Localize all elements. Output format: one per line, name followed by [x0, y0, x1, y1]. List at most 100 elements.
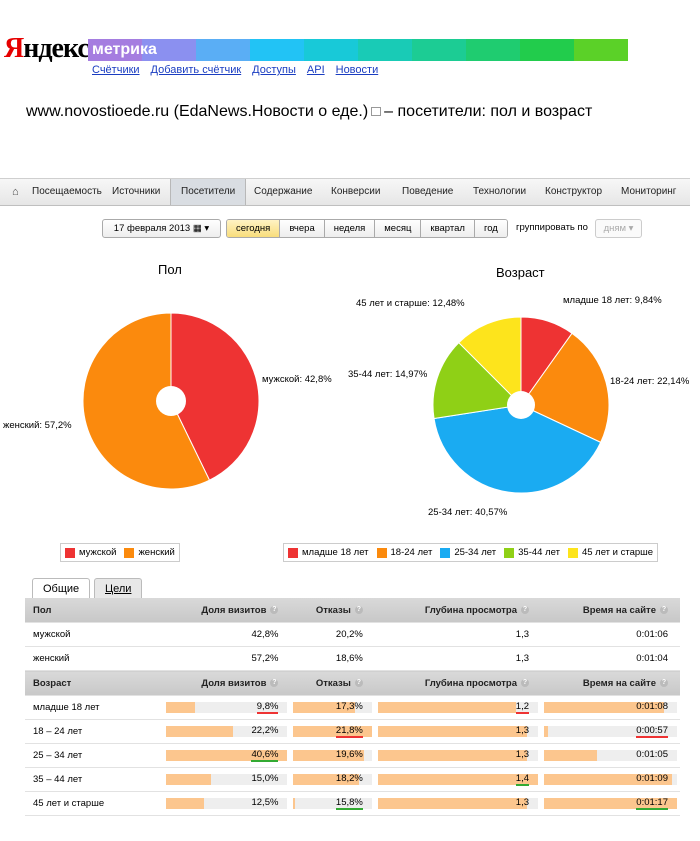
period-yesterday[interactable]: вчера: [280, 220, 325, 237]
column-header[interactable]: Глубина просмотра?: [374, 598, 542, 623]
column-header[interactable]: Доля визитов?: [163, 598, 291, 623]
bar-fill: [166, 702, 196, 713]
bar-fill: [293, 702, 356, 713]
column-header-label: Глубина просмотра: [424, 677, 518, 689]
bar-fill: [377, 750, 527, 761]
help-icon[interactable]: ?: [354, 678, 363, 687]
period-quarter[interactable]: квартал: [421, 220, 475, 237]
cell-value: 1,3: [374, 622, 542, 647]
legend-item-35-44[interactable]: 35-44 лет: [504, 547, 560, 558]
period-today[interactable]: сегодня: [227, 220, 281, 237]
row-label: женский: [25, 646, 163, 671]
tab-monitoring[interactable]: Мониторинг: [621, 186, 677, 197]
pie-slice-1[interactable]: [82, 312, 211, 490]
column-header[interactable]: Отказы?: [290, 598, 375, 623]
tab-general[interactable]: Общие: [32, 578, 91, 599]
nav-news[interactable]: Новости: [335, 64, 379, 76]
nav-api[interactable]: API: [306, 64, 325, 76]
cell-value: 18,2%: [290, 767, 375, 792]
legend-swatch: [440, 547, 451, 558]
date-picker[interactable]: 17 февраля 2013 ▦ ▾: [102, 219, 221, 238]
stats-table: Пол Доля визитов? Отказы? Глубина просмотра…: [25, 598, 680, 816]
legend-item-45plus[interactable]: 45 лет и старше: [567, 547, 654, 558]
pie-slice-0[interactable]: [170, 312, 260, 481]
bar-track: [377, 702, 539, 713]
cell-value: 57,2%: [163, 646, 291, 671]
pie-slice-4[interactable]: [458, 316, 522, 407]
band-segment: [142, 39, 196, 61]
pie-slice-2[interactable]: [433, 404, 602, 494]
help-icon[interactable]: ?: [354, 605, 363, 614]
column-header[interactable]: Глубина просмотра?: [374, 670, 542, 696]
external-link-icon[interactable]: [371, 107, 382, 117]
column-header[interactable]: Возраст: [25, 670, 163, 696]
period-year[interactable]: год: [474, 220, 507, 237]
legend-label: 35-44 лет: [518, 547, 560, 558]
bar-track: [293, 726, 372, 737]
column-header[interactable]: Время на сайте?: [541, 670, 680, 696]
legend-item-18-24[interactable]: 18-24 лет: [376, 547, 432, 558]
tab-technology[interactable]: Технологии: [473, 186, 527, 197]
bar-fill: [377, 702, 516, 713]
pie-slice-3[interactable]: [432, 341, 523, 420]
bar-fill: [166, 798, 204, 809]
gender-chart-title: Пол: [158, 262, 182, 277]
product-label: метрика: [92, 41, 157, 58]
help-icon[interactable]: ?: [521, 678, 530, 687]
bar-fill: [544, 798, 677, 809]
home-icon[interactable]: ⌂: [12, 186, 19, 198]
nav-access[interactable]: Доступы: [252, 64, 296, 76]
tab-sources[interactable]: Источники: [112, 186, 161, 197]
period-week[interactable]: неделя: [324, 220, 376, 237]
tab-attendance[interactable]: Посещаемость: [32, 186, 102, 197]
legend-item-male[interactable]: мужской: [65, 547, 116, 558]
bar-fill: [544, 702, 664, 713]
bar-track: [544, 798, 677, 809]
help-icon[interactable]: ?: [270, 678, 279, 687]
row-label: 45 лет и старше: [25, 791, 163, 816]
cell-value: 9,8%: [163, 695, 291, 720]
legend-swatch: [65, 547, 75, 558]
legend-item-under18[interactable]: младше 18 лет: [288, 547, 369, 558]
cell-value: 12,5%: [163, 791, 291, 816]
tab-conversions[interactable]: Конверсии: [331, 186, 381, 197]
legend-item-female[interactable]: женский: [124, 547, 175, 558]
column-header[interactable]: Доля визитов?: [163, 670, 291, 696]
tab-goals-label: Цели: [105, 583, 132, 595]
site-name: www.novostioede.ru (EdaNews.Новости о ед…: [26, 103, 369, 120]
band-segment: [412, 39, 466, 61]
column-header[interactable]: Пол: [25, 598, 163, 623]
legend-swatch: [567, 547, 578, 558]
nav-counters[interactable]: Счётчики: [92, 64, 140, 76]
help-icon[interactable]: ?: [660, 605, 668, 614]
column-header-label: Доля визитов: [201, 677, 267, 689]
legend-label: 45 лет и старше: [581, 547, 654, 558]
nav-add-counter[interactable]: Добавить счётчик: [150, 64, 242, 76]
tab-constructor[interactable]: Конструктор: [545, 186, 603, 197]
gender-header-row: Пол Доля визитов? Отказы? Глубина просмотра…: [25, 598, 680, 623]
column-header[interactable]: Время на сайте?: [541, 598, 680, 623]
yandex-logo[interactable]: Яндекс: [4, 33, 90, 65]
legend-swatch: [504, 547, 515, 558]
age-chart-title: Возраст: [496, 265, 545, 280]
legend-item-25-34[interactable]: 25-34 лет: [440, 547, 496, 558]
help-icon[interactable]: ?: [660, 678, 668, 687]
value-text: 9,8%: [256, 701, 279, 714]
band-segment: [304, 39, 358, 61]
tab-goals[interactable]: Цели: [94, 578, 143, 599]
bar-track: [544, 774, 677, 785]
group-by-select[interactable]: дням ▾: [595, 219, 642, 238]
column-header-label: Время на сайте: [582, 677, 656, 689]
cell-value: 1,3: [374, 791, 542, 816]
help-icon[interactable]: ?: [270, 605, 279, 614]
column-header[interactable]: Отказы?: [290, 670, 375, 696]
period-month[interactable]: месяц: [375, 220, 422, 237]
value-text: 1,2: [515, 701, 530, 714]
bar-fill: [293, 798, 295, 809]
tab-visitors[interactable]: Посетители: [170, 179, 247, 205]
tab-behavior[interactable]: Поведение: [402, 186, 454, 197]
tab-content[interactable]: Содержание: [254, 186, 313, 197]
cell-value: 0:01:05: [541, 743, 680, 768]
help-icon[interactable]: ?: [521, 605, 530, 614]
bar-track: [544, 750, 677, 761]
